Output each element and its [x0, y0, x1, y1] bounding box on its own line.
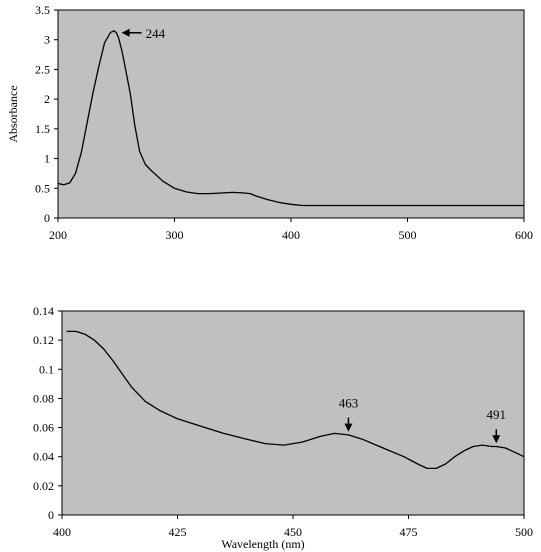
bottom-x-tick-label: 450: [284, 525, 302, 539]
bottom-y-tick-label: 0.06: [33, 421, 54, 435]
bottom-plot-area: [61, 310, 525, 516]
top-y-tick-label: 2: [44, 92, 50, 106]
bottom-annotation-label: 463: [339, 396, 359, 411]
bottom-y-tick-label: 0.14: [33, 304, 54, 318]
bottom-x-tick-label: 425: [169, 525, 187, 539]
top-x-tick-label: 400: [282, 228, 300, 242]
top-y-axis-title: Absorbance: [6, 85, 20, 142]
top-y-tick-label: 0.5: [35, 181, 50, 195]
bottom-y-tick-label: 0.04: [33, 450, 54, 464]
top-annotation-arrow-head: [121, 28, 130, 37]
bottom-y-tick-label: 0.08: [33, 391, 54, 405]
bottom-y-tick-label: 0: [48, 508, 54, 522]
bottom-x-tick-label: 400: [53, 525, 71, 539]
top-y-tick-label: 3.5: [35, 3, 50, 17]
bottom-y-tick-label: 0.12: [33, 333, 54, 347]
bottom-annotation-arrow-head: [492, 435, 501, 444]
top-x-tick-label: 500: [399, 228, 417, 242]
top-x-tick-label: 300: [166, 228, 184, 242]
bottom-annotation-arrow-head: [344, 423, 353, 432]
top-plot-area: [57, 9, 525, 219]
bottom-x-axis-title: Wavelength (nm): [221, 537, 304, 551]
bottom-y-tick-label: 0.02: [33, 479, 54, 493]
top-x-tick-label: 200: [49, 228, 67, 242]
bottom-x-tick-label: 475: [400, 525, 418, 539]
top-spectrum-chart: 0 0.5 1 1.5 2 2.5 3 3.5 200 300 400 500 600 Absorbanc…: [6, 3, 533, 242]
top-spectrum-line: [57, 30, 524, 207]
top-y-tick-label: 1.5: [35, 122, 50, 136]
top-x-tick-label: 600: [515, 228, 533, 242]
bottom-annotation-label: 491: [487, 407, 507, 422]
bottom-spectrum-chart: 0 0.02 0.04 0.06 0.08 0.1 0.12 0.14 400 425 450 475…: [33, 304, 533, 551]
bottom-spectrum-line: [66, 330, 525, 470]
top-y-tick-label: 1: [44, 152, 50, 166]
top-annotation-label: 244: [146, 26, 166, 41]
top-y-tick-label: 2.5: [35, 62, 50, 76]
bottom-y-tick-label: 0.1: [39, 362, 54, 376]
bottom-x-tick-label: 500: [515, 525, 533, 539]
top-y-tick-label: 3: [44, 33, 50, 47]
top-y-tick-label: 0: [44, 211, 50, 225]
